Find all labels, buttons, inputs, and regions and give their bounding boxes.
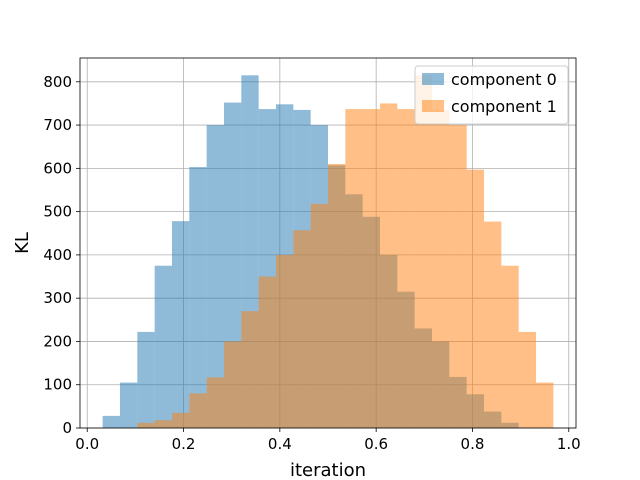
histogram-bars [102,75,554,429]
series-1-bar-20 [484,221,502,428]
x-tick-label-0: 0.0 [75,435,99,453]
y-tick-label-4: 400 [43,246,72,264]
x-tick-label-2: 0.4 [268,435,292,453]
plot-area-frame [79,57,577,429]
series-1-bar-15 [397,109,415,428]
x-axis-ticks: 0.0 0.2 0.4 0.6 0.8 1.0 [75,428,581,453]
x-tick-label-5: 1.0 [557,435,581,453]
y-axis-label: KL [12,232,33,254]
series-1-bar-0 [137,422,155,428]
series-1-bar-6 [241,311,259,428]
series-1-bar-2 [171,412,190,428]
series-1-bar-5 [223,341,242,428]
series-1-bar-7 [258,276,276,428]
y-tick-label-0: 0 [62,419,72,437]
x-tick-label-1: 0.2 [172,435,196,453]
series-1-bar-8 [275,254,294,428]
series-1-bar-10 [310,203,328,428]
y-tick-label-7: 700 [43,116,72,134]
series-1-bar-16 [414,75,433,429]
series-0-bar-0 [102,415,120,428]
series-1-bar-21 [501,265,519,428]
series-0-bar-5 [189,167,207,429]
series-1-bar-23 [536,382,554,428]
series-0-bar-3 [154,265,172,428]
legend-swatch-component-1 [422,100,444,112]
x-axis-label: iteration [290,460,366,480]
series-1-bar-4 [206,377,224,428]
y-tick-label-8: 800 [43,73,72,91]
y-tick-label-2: 200 [43,332,72,350]
series-0-bar-6 [206,125,224,429]
series-1-bar-9 [293,230,311,428]
series-1-bar-1 [154,420,172,428]
y-tick-label-1: 100 [43,376,72,394]
y-axis-ticks: 0 100 200 300 400 500 600 700 800 [43,73,80,437]
series-1-bar-22 [518,331,537,428]
legend-frame [414,65,569,125]
legend-label-component-0: component 0 [451,70,557,89]
series-1-bar-17 [432,109,450,429]
series-1-bar-13 [362,109,381,428]
series-1-bar-12 [345,109,363,428]
series-1-bar-11 [328,164,346,429]
series-1-bar-14 [380,103,398,428]
series-1-bar-18 [449,125,467,429]
series-1-bar-3 [189,393,207,428]
legend: component 0 component 1 [414,65,569,125]
y-tick-label-3: 300 [43,289,72,307]
y-tick-label-5: 500 [43,203,72,221]
series-0-bar-4 [171,221,190,428]
legend-label-component-1: component 1 [451,97,557,116]
x-tick-label-3: 0.6 [364,435,388,453]
series-0-bar-1 [119,382,138,428]
series-0-bar-2 [137,331,155,428]
y-tick-label-6: 600 [43,159,72,177]
series-1-bars [137,75,554,429]
legend-swatch-component-0 [422,73,444,85]
series-1-bar-19 [466,169,485,429]
x-tick-label-4: 0.8 [461,435,485,453]
